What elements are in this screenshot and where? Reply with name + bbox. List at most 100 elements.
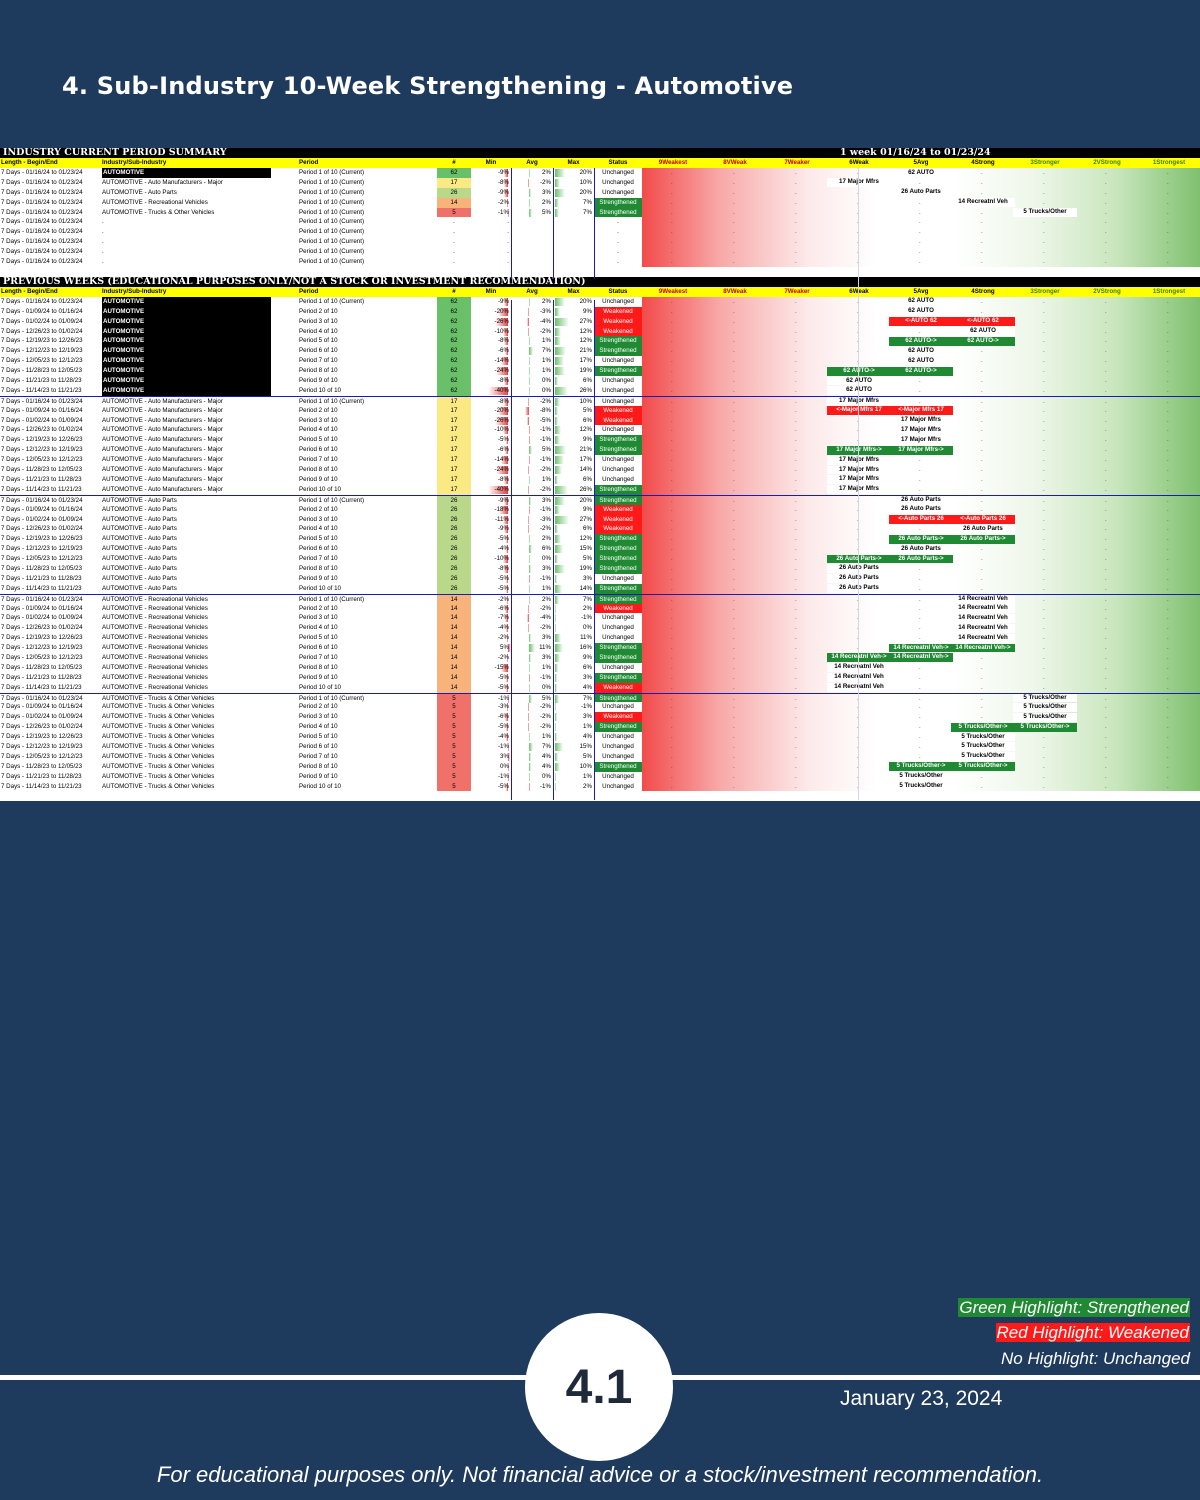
avg-value: -2% bbox=[539, 466, 551, 474]
table-row: .........7 Days - 12/05/23 to 12/12/23AU… bbox=[0, 652, 1200, 663]
bucket-dot: . bbox=[1167, 515, 1169, 523]
bucket-dot: . bbox=[795, 297, 797, 305]
status-cell: . bbox=[617, 218, 619, 226]
value-bar bbox=[529, 644, 535, 653]
bucket-dot: . bbox=[857, 307, 861, 317]
bucket-dot: . bbox=[795, 248, 797, 256]
period-length: 7 Days - 01/16/24 to 01/23/24 bbox=[1, 397, 83, 405]
industry-name: . bbox=[102, 258, 104, 266]
value-bar bbox=[528, 456, 530, 465]
min-value: -9% bbox=[497, 169, 509, 176]
bucket-dot: . bbox=[1167, 713, 1169, 721]
value-bar bbox=[555, 713, 557, 722]
bucket-dot: . bbox=[1105, 248, 1107, 256]
heatmap-cell bbox=[642, 662, 1200, 673]
table-row: .........7 Days - 12/26/23 to 01/02/24AU… bbox=[0, 425, 1200, 436]
bucket-dot: . bbox=[1167, 604, 1169, 612]
heatmap-cell bbox=[642, 682, 1200, 693]
table-row: .........7 Days - 11/28/23 to 12/05/23AU… bbox=[0, 366, 1200, 377]
bucket-dot: . bbox=[671, 188, 673, 196]
legend-red-text: Red Highlight: Weakened bbox=[995, 1323, 1190, 1342]
midline-divider bbox=[858, 168, 859, 800]
table-row: .........7 Days - 12/12/23 to 12/19/23AU… bbox=[0, 346, 1200, 357]
bucket-dot: . bbox=[1105, 614, 1107, 622]
avg-value: 0% bbox=[542, 386, 551, 394]
max-value: 12% bbox=[579, 426, 592, 434]
bucket-dot: . bbox=[795, 555, 797, 563]
avg-value: -2% bbox=[539, 525, 551, 533]
bucket-dot: . bbox=[1105, 752, 1107, 760]
industry-name: AUTOMOTIVE - Auto Parts bbox=[102, 574, 177, 582]
bucket-dot: . bbox=[1167, 634, 1169, 642]
period-label: Period 1 of 10 (Current) bbox=[299, 397, 364, 405]
current-range-label: 1 week 01/16/24 to 01/23/24 bbox=[840, 147, 991, 158]
heatmap-cell bbox=[642, 237, 1200, 248]
avg-value: -2% bbox=[539, 703, 551, 711]
table-row: .........7 Days - 12/05/23 to 12/12/23AU… bbox=[0, 751, 1200, 762]
value-bar bbox=[555, 198, 559, 207]
previous-rows: ......... 7 Days - 01/16/24 to 01/23/24 AU… bbox=[0, 296, 1200, 792]
bucket-dot: . bbox=[1043, 347, 1045, 355]
bucket-dot: . bbox=[857, 613, 861, 623]
value-bar bbox=[507, 595, 508, 604]
avg-value: 0% bbox=[542, 377, 551, 385]
column-header-row: Length - Begin/End Industry/Sub-Industry P… bbox=[0, 286, 1200, 297]
bucket-dot: . bbox=[733, 317, 735, 325]
table-row: .........7 Days - 01/16/24 to 01/23/24AU… bbox=[0, 692, 1200, 703]
period-label: Period 8 of 10 bbox=[299, 663, 338, 671]
min-value: -5% bbox=[497, 782, 509, 790]
bucket-dot: . bbox=[857, 732, 861, 742]
rank-label: 26 Auto Parts-> bbox=[889, 534, 953, 544]
bucket-dot: . bbox=[671, 782, 673, 790]
value-bar bbox=[555, 535, 561, 544]
bucket-dot: . bbox=[1105, 377, 1107, 385]
bucket-dot: . bbox=[1167, 397, 1169, 405]
avg-value: -2% bbox=[539, 397, 551, 405]
bucket-dot: . bbox=[1105, 297, 1107, 305]
status-cell: Strengthened bbox=[594, 207, 642, 218]
min-value: -4% bbox=[497, 545, 509, 553]
bucket-dot: . bbox=[857, 416, 861, 426]
period-length: 7 Days - 01/02/24 to 01/09/24 bbox=[1, 614, 83, 622]
bucket-dot: . bbox=[1167, 496, 1169, 504]
rank-label: 14 Recreatnl Veh-> bbox=[889, 643, 953, 653]
bucket-dot: . bbox=[1167, 584, 1169, 592]
bucket-dot: . bbox=[795, 496, 797, 504]
min-value: -11% bbox=[495, 515, 509, 523]
bucket-dot: . bbox=[981, 694, 983, 702]
avg-value: 1% bbox=[542, 733, 551, 741]
period-label: Period 9 of 10 bbox=[299, 772, 338, 780]
table-row: .........7 Days - 12/05/23 to 12/12/23AU… bbox=[0, 455, 1200, 466]
status-cell: . bbox=[617, 248, 619, 256]
bucket-dot: . bbox=[671, 436, 673, 444]
industry-name: AUTOMOTIVE - Recreational Vehicles bbox=[102, 595, 208, 603]
value-bar bbox=[529, 772, 530, 781]
bucket-dot: . bbox=[733, 228, 735, 236]
bucket-dot: . bbox=[671, 475, 673, 483]
bucket-dot: . bbox=[795, 505, 797, 513]
period-length: 7 Days - 01/09/24 to 01/16/24 bbox=[1, 406, 83, 414]
bucket-dot: . bbox=[1105, 198, 1107, 206]
min-value: -14% bbox=[494, 456, 509, 464]
bucket-dot: . bbox=[981, 178, 983, 186]
max-value: 7% bbox=[583, 198, 592, 206]
bucket-dot: . bbox=[1105, 397, 1107, 405]
bucket-dot: . bbox=[733, 456, 735, 464]
value-bar bbox=[529, 545, 532, 554]
stock-count: 14 bbox=[437, 197, 471, 208]
bucket-dot: . bbox=[1167, 357, 1169, 365]
stock-count: 14 bbox=[437, 613, 471, 624]
bucket-dot: . bbox=[1105, 742, 1107, 750]
bucket-dot: . bbox=[1105, 475, 1107, 483]
rank-label: 26 Auto Parts bbox=[889, 496, 953, 506]
period-length: 7 Days - 12/12/23 to 12/19/23 bbox=[1, 347, 83, 355]
min-value: -7% bbox=[497, 614, 509, 622]
bucket-dot: . bbox=[1167, 733, 1169, 741]
bucket-dot: . bbox=[795, 416, 797, 424]
stock-count: 17 bbox=[437, 474, 471, 485]
bucket-dot: . bbox=[857, 505, 861, 515]
period-length: 7 Days - 12/12/23 to 12/19/23 bbox=[1, 644, 83, 652]
bucket-dot: . bbox=[1105, 772, 1107, 780]
period-length: 7 Days - 12/19/23 to 12/26/23 bbox=[1, 733, 83, 741]
bucket-dot: . bbox=[857, 227, 861, 237]
